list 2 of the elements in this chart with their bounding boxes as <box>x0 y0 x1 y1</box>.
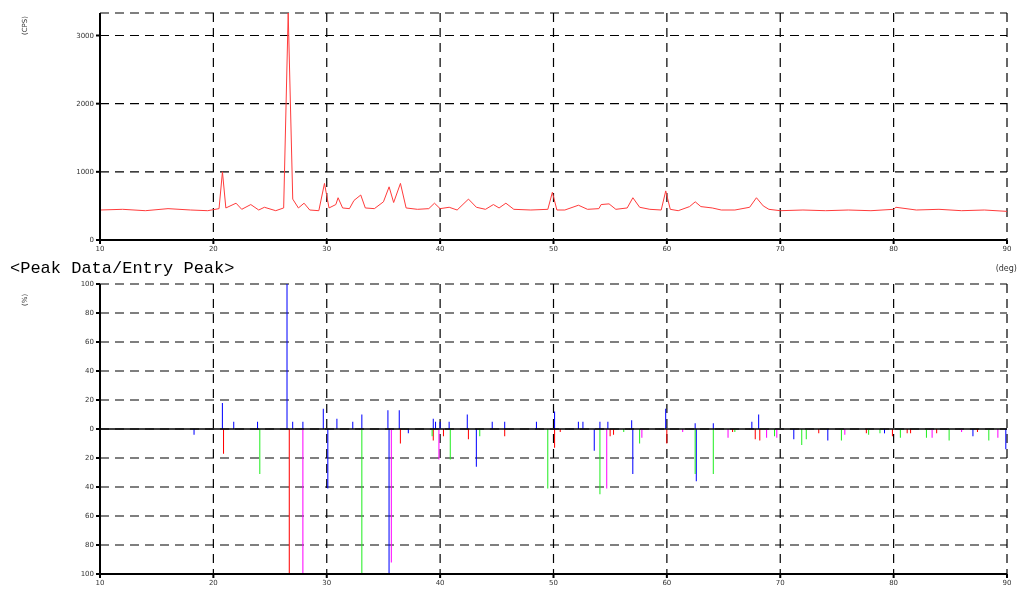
x-axis-title: (deg) <box>995 264 1017 273</box>
chart-title: <Peak Data/Entry Peak> <box>10 259 235 278</box>
